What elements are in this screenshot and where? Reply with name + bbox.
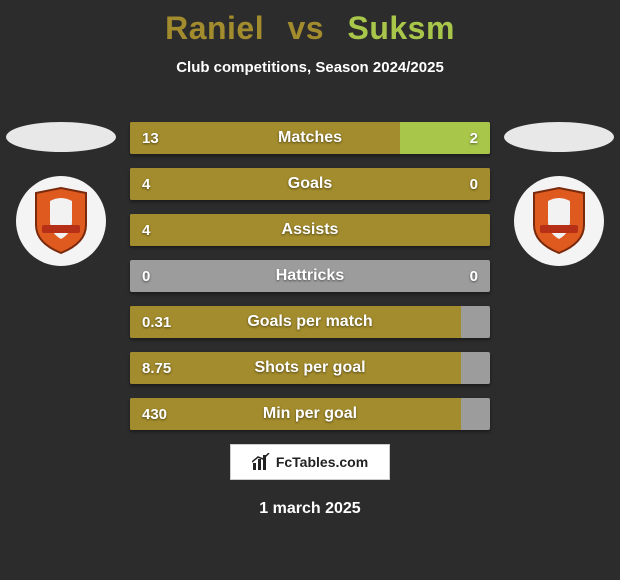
stat-label: Hattricks (130, 260, 490, 292)
page-title: Raniel vs Suksm (0, 10, 620, 47)
date-stamp: 1 march 2025 (0, 500, 620, 518)
stat-label: Matches (130, 122, 490, 154)
stat-row: Min per goal430 (130, 398, 490, 430)
chart-icon (252, 453, 270, 471)
stat-row: Goals4 0 (130, 168, 490, 200)
stat-value-left: 0 (142, 260, 150, 292)
title-vs: vs (288, 10, 325, 46)
stat-row: Hattricks0 0 (130, 260, 490, 292)
player2-silhouette (504, 122, 614, 152)
stat-value-left: 0.31 (142, 306, 171, 338)
brand-badge: FcTables.com (230, 444, 390, 480)
stat-label: Min per goal (130, 398, 490, 430)
stat-label: Goals per match (130, 306, 490, 338)
shield-icon (32, 187, 90, 255)
comparison-infographic: Raniel vs Suksm Club competitions, Seaso… (0, 0, 620, 580)
stat-row: Matches13 2 (130, 122, 490, 154)
shield-icon (530, 187, 588, 255)
stat-value-right: 2 (470, 122, 478, 154)
stat-row: Goals per match0.31 (130, 306, 490, 338)
stat-label: Shots per goal (130, 352, 490, 384)
stat-value-left: 4 (142, 168, 150, 200)
stat-label: Goals (130, 168, 490, 200)
stat-value-left: 4 (142, 214, 150, 246)
stat-bars: Matches132Goals40Assists4Hattricks00Goal… (130, 122, 490, 444)
stat-row: Assists4 (130, 214, 490, 246)
brand-text: FcTables.com (276, 454, 368, 470)
stat-value-left: 8.75 (142, 352, 171, 384)
player1-club-badge (16, 176, 106, 266)
stat-row: Shots per goal8.75 (130, 352, 490, 384)
player1-silhouette (6, 122, 116, 152)
stat-label: Assists (130, 214, 490, 246)
title-player1: Raniel (165, 10, 264, 46)
stat-value-left: 13 (142, 122, 159, 154)
stat-value-left: 430 (142, 398, 167, 430)
player2-club-badge (514, 176, 604, 266)
stat-value-right: 0 (470, 260, 478, 292)
title-player2: Suksm (347, 10, 454, 46)
subtitle: Club competitions, Season 2024/2025 (0, 59, 620, 76)
stat-value-right: 0 (470, 168, 478, 200)
